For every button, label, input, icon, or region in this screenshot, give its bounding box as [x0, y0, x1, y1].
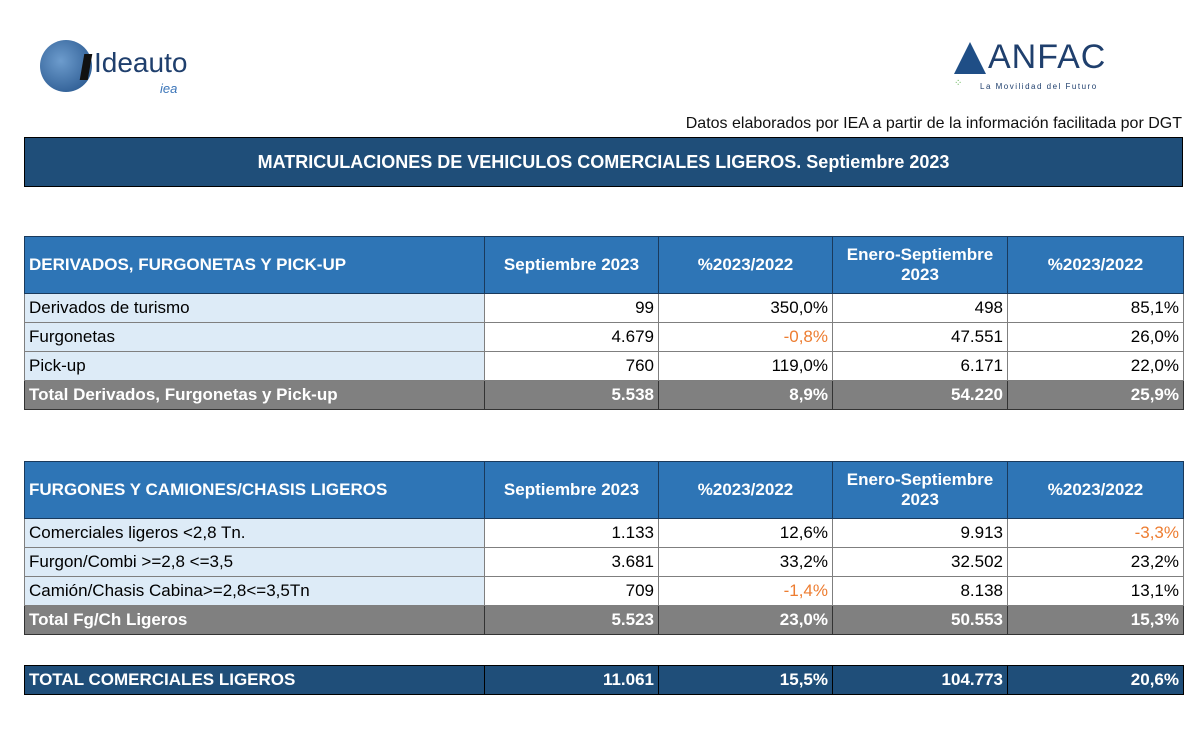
- column-header: FURGONES Y CAMIONES/CHASIS LIGEROS: [24, 461, 485, 519]
- grand-total-value: 20,6%: [1007, 665, 1184, 695]
- anfac-logo-text: ANFAC: [988, 38, 1107, 76]
- value-cell: 1.133: [484, 518, 659, 548]
- value-cell: 26,0%: [1007, 322, 1184, 352]
- ideauto-logo-text: Ideauto: [94, 47, 188, 78]
- value-cell: 22,0%: [1007, 351, 1184, 381]
- value-cell: 32.502: [832, 547, 1008, 577]
- header-row: DERIVADOS, FURGONETAS Y PICK-UP Septiembr…: [24, 236, 1184, 294]
- column-header: %2023/2022: [658, 461, 833, 519]
- total-value: 15,3%: [1007, 605, 1184, 635]
- value-cell: 99: [484, 293, 659, 323]
- value-cell: 709: [484, 576, 659, 606]
- total-value: 25,9%: [1007, 380, 1184, 410]
- total-label: Total Derivados, Furgonetas y Pick-up: [24, 380, 485, 410]
- row-label: Comerciales ligeros <2,8 Tn.: [24, 518, 485, 548]
- value-cell: 3.681: [484, 547, 659, 577]
- header-row: FURGONES Y CAMIONES/CHASIS LIGEROS Septie…: [24, 461, 1184, 519]
- report-title: MATRICULACIONES DE VEHICULOS COMERCIALES…: [24, 137, 1183, 187]
- grand-total-value: 104.773: [832, 665, 1008, 695]
- table-furgones: FURGONES Y CAMIONES/CHASIS LIGEROS Septie…: [24, 461, 1184, 635]
- row-label: Furgon/Combi >=2,8 <=3,5: [24, 547, 485, 577]
- value-cell: -0,8%: [658, 322, 833, 352]
- column-header: DERIVADOS, FURGONETAS Y PICK-UP: [24, 236, 485, 294]
- value-cell: 760: [484, 351, 659, 381]
- total-row: Total Derivados, Furgonetas y Pick-up 5.5…: [24, 380, 1184, 410]
- value-cell: 119,0%: [658, 351, 833, 381]
- table-row: Comerciales ligeros <2,8 Tn. 1.133 12,6% 9.…: [24, 518, 1184, 548]
- grand-total-value: 11.061: [484, 665, 659, 695]
- anfac-dots-icon: ⁘: [954, 78, 963, 89]
- total-label: Total Fg/Ch Ligeros: [24, 605, 485, 635]
- grand-total-value: 15,5%: [658, 665, 833, 695]
- value-cell: 47.551: [832, 322, 1008, 352]
- ideauto-logo: Ideauto iea: [40, 40, 230, 102]
- source-note: Datos elaborados por IEA a partir de la …: [685, 115, 1182, 132]
- value-cell: 4.679: [484, 322, 659, 352]
- total-value: 5.538: [484, 380, 659, 410]
- anfac-logo: ⁘ ANFAC La Movilidad del Futuro: [948, 38, 1148, 100]
- value-cell: 23,2%: [1007, 547, 1184, 577]
- table-row: Furgon/Combi >=2,8 <=3,5 3.681 33,2% 32.502…: [24, 547, 1184, 577]
- value-cell: 9.913: [832, 518, 1008, 548]
- total-value: 23,0%: [658, 605, 833, 635]
- grand-total-label: TOTAL COMERCIALES LIGEROS: [24, 665, 485, 695]
- value-cell: 6.171: [832, 351, 1008, 381]
- total-row: Total Fg/Ch Ligeros 5.523 23,0% 50.553 15,3%: [24, 605, 1184, 635]
- table-row: Derivados de turismo 99 350,0% 498 85,1%: [24, 293, 1184, 323]
- anfac-logo-sub: La Movilidad del Futuro: [980, 82, 1098, 91]
- total-value: 54.220: [832, 380, 1008, 410]
- row-label: Camión/Chasis Cabina>=2,8<=3,5Tn: [24, 576, 485, 606]
- value-cell: -1,4%: [658, 576, 833, 606]
- value-cell: 12,6%: [658, 518, 833, 548]
- row-label: Derivados de turismo: [24, 293, 485, 323]
- row-label: Furgonetas: [24, 322, 485, 352]
- table-row: Camión/Chasis Cabina>=2,8<=3,5Tn 709 -1,4%…: [24, 576, 1184, 606]
- table-row: Pick-up 760 119,0% 6.171 22,0%: [24, 351, 1184, 381]
- value-cell: -3,3%: [1007, 518, 1184, 548]
- value-cell: 85,1%: [1007, 293, 1184, 323]
- column-header: Septiembre 2023: [484, 236, 659, 294]
- total-value: 8,9%: [658, 380, 833, 410]
- value-cell: 498: [832, 293, 1008, 323]
- table-derivados: DERIVADOS, FURGONETAS Y PICK-UP Septiembr…: [24, 236, 1184, 410]
- column-header: %2023/2022: [1007, 461, 1184, 519]
- value-cell: 33,2%: [658, 547, 833, 577]
- column-header: Enero-Septiembre 2023: [832, 461, 1008, 519]
- column-header: Septiembre 2023: [484, 461, 659, 519]
- value-cell: 350,0%: [658, 293, 833, 323]
- column-header: %2023/2022: [1007, 236, 1184, 294]
- row-label: Pick-up: [24, 351, 485, 381]
- grand-total-row: TOTAL COMERCIALES LIGEROS 11.061 15,5% 104.…: [24, 665, 1184, 695]
- table-grand-total: TOTAL COMERCIALES LIGEROS 11.061 15,5% 104.…: [24, 665, 1184, 695]
- value-cell: 8.138: [832, 576, 1008, 606]
- total-value: 50.553: [832, 605, 1008, 635]
- ideauto-logo-sub: iea: [160, 81, 178, 96]
- value-cell: 13,1%: [1007, 576, 1184, 606]
- total-value: 5.523: [484, 605, 659, 635]
- column-header: %2023/2022: [658, 236, 833, 294]
- table-row: Furgonetas 4.679 -0,8% 47.551 26,0%: [24, 322, 1184, 352]
- column-header: Enero-Septiembre 2023: [832, 236, 1008, 294]
